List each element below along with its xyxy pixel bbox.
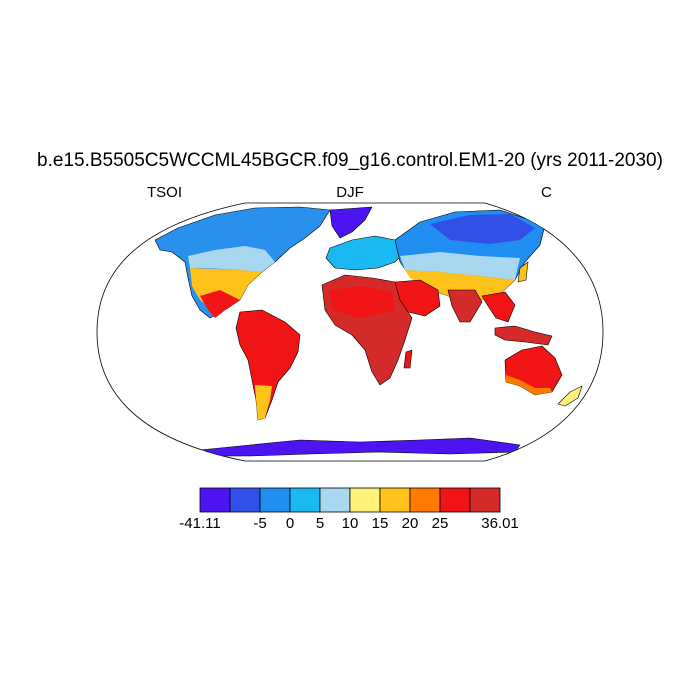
colorbar-swatch [319, 487, 351, 513]
south-america [235, 309, 301, 421]
asia-north-cold [430, 214, 535, 244]
colorbar-tick-label: -41.11 [179, 515, 221, 532]
variable-label: TSOI [147, 184, 183, 201]
antarctica [199, 437, 521, 457]
colorbar-tick-label: 20 [401, 515, 419, 532]
na-mid-band [188, 246, 275, 272]
colorbar-tick-label: 10 [341, 515, 359, 532]
season-label: DJF [336, 184, 364, 201]
colorbar-swatch [469, 487, 501, 513]
madagascar [403, 349, 413, 369]
colorbar-swatch [229, 487, 261, 513]
colorbar-swatch [379, 487, 411, 513]
asia-mid-band [400, 252, 520, 280]
new-zealand [557, 385, 583, 407]
europe [325, 235, 406, 271]
colorbar-tick-label: 5 [315, 515, 325, 532]
indonesia [494, 325, 553, 346]
india [447, 289, 483, 323]
mexico [200, 290, 240, 318]
greenland [329, 206, 373, 239]
colorbar-swatch [259, 487, 291, 513]
plot-title: b.e15.B5505C5WCCML45BGCR.f09_g16.control… [37, 150, 663, 171]
sa-south-band [255, 385, 272, 420]
colorbar-tick-label: 36.01 [481, 515, 519, 532]
colorbar-swatch [439, 487, 471, 513]
colorbar-swatch [289, 487, 321, 513]
se-asia [481, 291, 516, 323]
colorbar-swatch [409, 487, 441, 513]
australia-coast-band [506, 375, 552, 395]
colorbar-swatch [349, 487, 381, 513]
units-label: C [541, 184, 552, 201]
colorbar-tick-label: 15 [371, 515, 389, 532]
colorbar-tick-label: -5 [253, 515, 267, 532]
japan [517, 261, 529, 283]
colorbar-tick-label: 25 [431, 515, 449, 532]
asia-warm-band [405, 270, 515, 300]
colorbar-swatch [199, 487, 231, 513]
africa-hot-band [330, 286, 395, 318]
colorbar-tick-label: 0 [285, 515, 295, 532]
